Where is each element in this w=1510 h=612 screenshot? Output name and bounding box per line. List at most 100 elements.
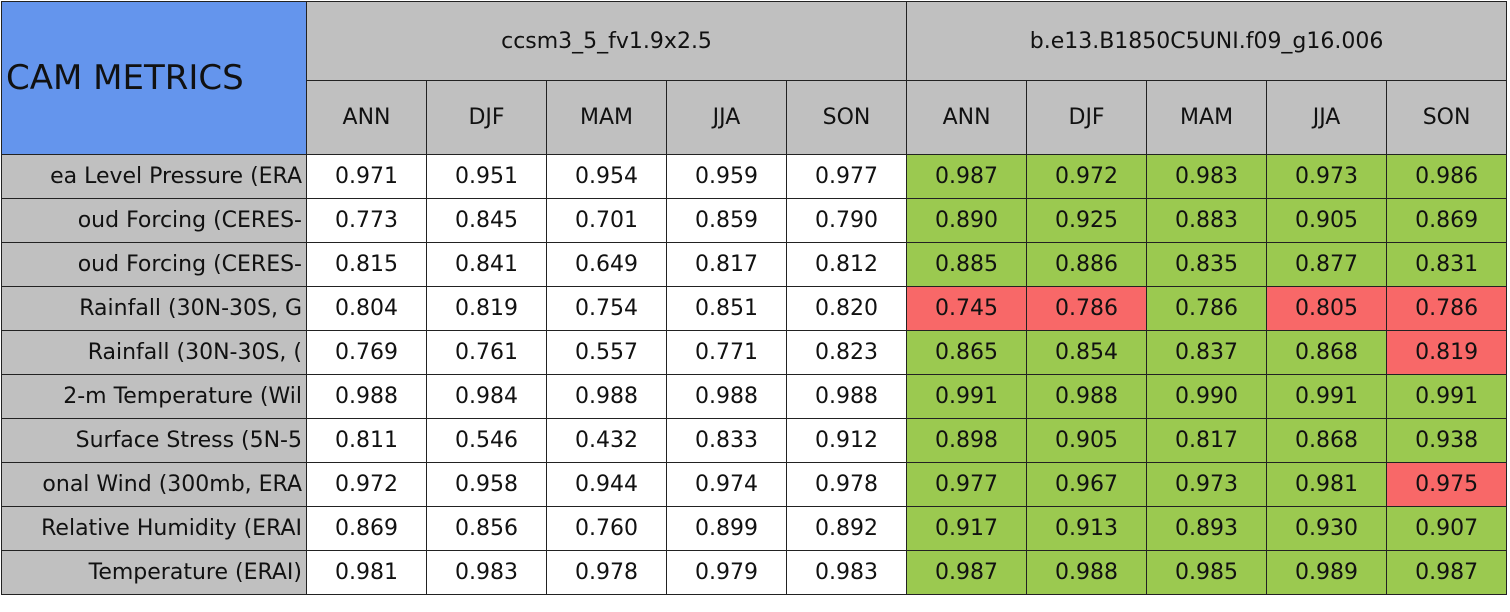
metric-value: 0.851 [666, 286, 787, 331]
metric-label: onal Wind (300mb, ERA [1, 462, 307, 507]
metric-value: 0.988 [546, 374, 667, 419]
metric-value: 0.899 [666, 506, 787, 551]
metric-value: 0.893 [1146, 506, 1268, 551]
metric-value: 0.856 [426, 506, 547, 551]
metric-value: 0.907 [1386, 506, 1508, 551]
table-title: CAM METRICS [1, 1, 307, 155]
metric-value: 0.823 [785, 330, 908, 375]
metric-row: Surface Stress (5N-5 0.811 0.546 0.432 0.833… [1, 418, 1508, 463]
metric-value: 0.817 [1146, 418, 1268, 463]
season-header: JJA [666, 80, 787, 155]
metric-value: 0.883 [1146, 198, 1268, 243]
metric-value: 0.967 [1026, 462, 1148, 507]
metric-value: 0.958 [426, 462, 547, 507]
metric-label: Surface Stress (5N-5 [1, 418, 307, 463]
metric-value: 0.890 [906, 198, 1028, 243]
metric-value: 0.983 [426, 550, 547, 595]
metrics-table: CAM METRICS ccsm3_5_fv1.9x2.5 b.e13.B1850C… [1, 1, 1508, 595]
season-header: MAM [1146, 80, 1268, 155]
season-header: MAM [546, 80, 667, 155]
metric-value: 0.790 [785, 198, 908, 243]
metric-value: 0.979 [666, 550, 787, 595]
metric-row: Rainfall (30N-30S, G 0.804 0.819 0.754 0.851… [1, 286, 1508, 331]
metric-value: 0.975 [1386, 462, 1508, 507]
metric-value: 0.837 [1146, 330, 1268, 375]
group-header: ccsm3_5_fv1.9x2.5 [305, 1, 908, 81]
metric-label: Rainfall (30N-30S, ( [1, 330, 307, 375]
metric-value: 0.868 [1266, 418, 1388, 463]
metric-value: 0.432 [546, 418, 667, 463]
metric-value: 0.859 [666, 198, 787, 243]
metric-value: 0.869 [1386, 198, 1508, 243]
season-header: ANN [306, 80, 427, 155]
metric-row: Rainfall (30N-30S, (0.769 0.761 0.557 0.771… [1, 330, 1508, 375]
metric-value: 0.973 [1146, 462, 1268, 507]
season-header: DJF [426, 80, 547, 155]
metric-value: 0.991 [1266, 374, 1388, 419]
metric-value: 0.912 [785, 418, 908, 463]
season-header-row: ANN DJF MAM JJA SON ANN DJF MAM JJA SON [2, 80, 1508, 155]
metric-value: 0.978 [785, 462, 908, 507]
metric-value: 0.769 [306, 330, 427, 375]
metric-value: 0.984 [426, 374, 547, 419]
group-header-row: CAM METRICS ccsm3_5_fv1.9x2.5 b.e13.B1850C… [1, 1, 1508, 155]
metric-value: 0.925 [1026, 198, 1148, 243]
metric-value: 0.804 [306, 286, 427, 331]
group-header: b.e13.B1850C5UNI.f09_g16.006 [906, 1, 1508, 81]
metric-value: 0.991 [1386, 374, 1508, 419]
metric-value: 0.805 [1266, 286, 1388, 331]
metric-value: 0.981 [306, 550, 427, 595]
metric-value: 0.988 [306, 374, 427, 419]
metric-value: 0.649 [546, 242, 667, 287]
metric-value: 0.868 [1266, 330, 1388, 375]
metric-value: 0.938 [1386, 418, 1508, 463]
metric-value: 0.954 [546, 154, 667, 199]
metric-value: 0.845 [426, 198, 547, 243]
metric-value: 0.771 [666, 330, 787, 375]
metric-value: 0.988 [785, 374, 908, 419]
metric-value: 0.987 [906, 154, 1028, 199]
metric-value: 0.905 [1026, 418, 1148, 463]
metric-value: 0.820 [785, 286, 908, 331]
metric-value: 0.819 [1386, 330, 1508, 375]
metric-value: 0.981 [1266, 462, 1388, 507]
season-header: JJA [1266, 80, 1388, 155]
metric-value: 0.831 [1386, 242, 1508, 287]
metric-value: 0.745 [906, 286, 1028, 331]
metric-row: oud Forcing (CERES- 0.815 0.841 0.649 0.817 0… [1, 242, 1508, 287]
metric-row: onal Wind (300mb, ERA 0.972 0.958 0.944 0.97… [1, 462, 1508, 507]
metric-value: 0.819 [426, 286, 547, 331]
metric-value: 0.971 [306, 154, 427, 199]
metric-value: 0.985 [1146, 550, 1268, 595]
metric-value: 0.773 [306, 198, 427, 243]
metric-value: 0.835 [1146, 242, 1268, 287]
metric-value: 0.546 [426, 418, 547, 463]
metric-value: 0.988 [1026, 550, 1148, 595]
metric-value: 0.930 [1266, 506, 1388, 551]
metric-label: Relative Humidity (ERAI [1, 506, 307, 551]
metric-value: 0.991 [906, 374, 1028, 419]
metric-value: 0.972 [1026, 154, 1148, 199]
metric-value: 0.988 [1026, 374, 1148, 419]
metric-value: 0.988 [666, 374, 787, 419]
metric-row: oud Forcing (CERES- 0.773 0.845 0.701 0.859 0… [1, 198, 1508, 243]
metric-value: 0.833 [666, 418, 787, 463]
season-header: SON [785, 80, 908, 155]
metric-value: 0.786 [1146, 286, 1268, 331]
metric-value: 0.986 [1386, 154, 1508, 199]
metric-value: 0.812 [785, 242, 908, 287]
metric-value: 0.989 [1266, 550, 1388, 595]
metric-value: 0.973 [1266, 154, 1388, 199]
metric-value: 0.990 [1146, 374, 1268, 419]
metric-row: 2-m Temperature (Wil 0.988 0.984 0.988 0.988… [1, 374, 1508, 419]
metric-value: 0.987 [1386, 550, 1508, 595]
metric-value: 0.983 [785, 550, 908, 595]
metric-value: 0.987 [906, 550, 1028, 595]
metric-value: 0.701 [546, 198, 667, 243]
season-header: ANN [906, 80, 1028, 155]
metric-value: 0.865 [906, 330, 1028, 375]
metric-label: ea Level Pressure (ERA [1, 154, 307, 199]
metric-value: 0.786 [1026, 286, 1148, 331]
metric-value: 0.877 [1266, 242, 1388, 287]
